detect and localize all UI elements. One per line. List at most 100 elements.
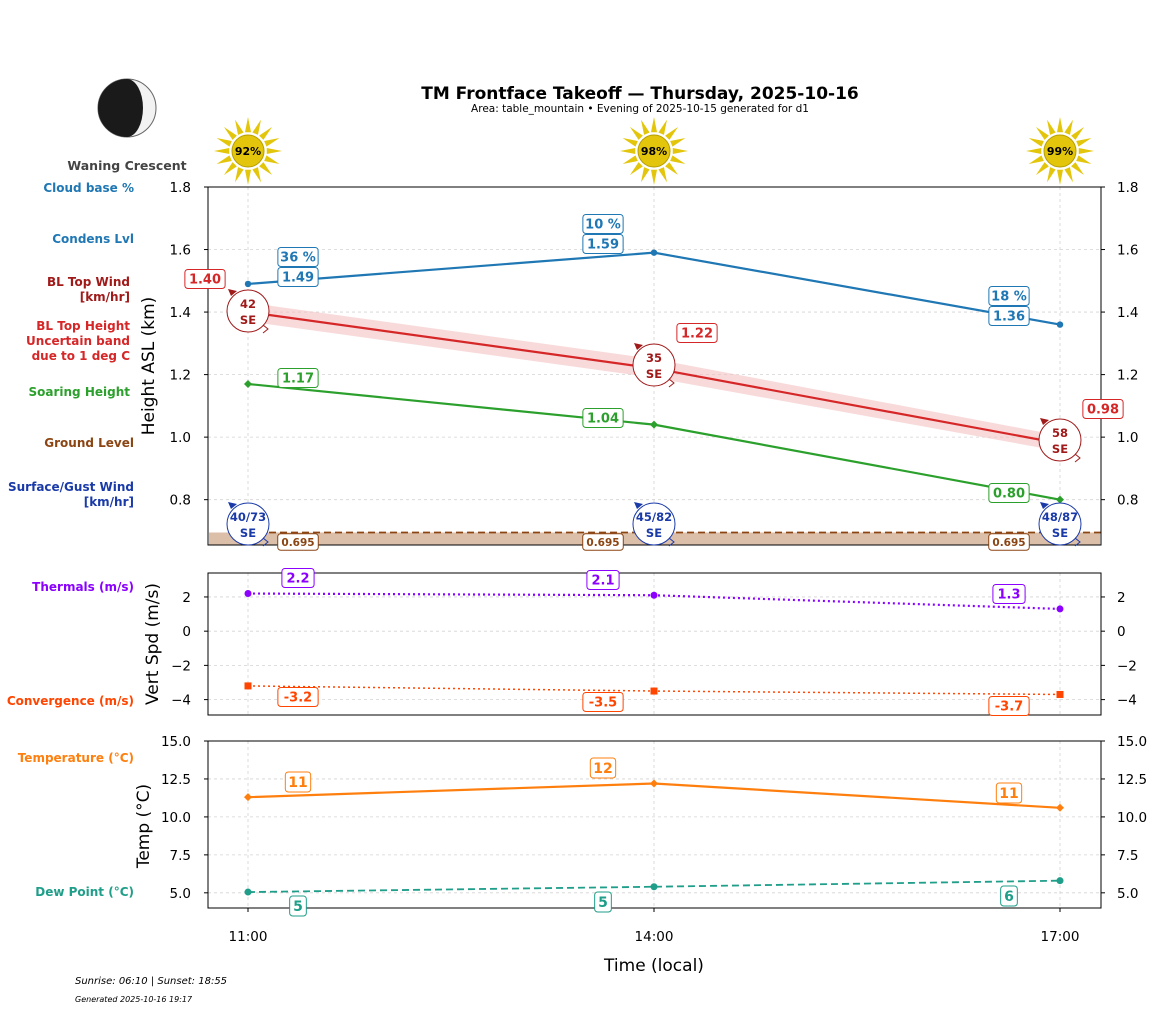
- bl-top-wind-chevron-icon: [262, 324, 269, 334]
- ground-level-label: 0.695: [281, 537, 314, 549]
- temperature-label-box: [589, 757, 617, 779]
- sun-ray: [266, 147, 282, 155]
- sun-ray: [665, 162, 679, 176]
- condensation-level-point: [244, 280, 252, 288]
- x-tick-label: 11:00: [229, 929, 268, 945]
- sun-ray: [1026, 147, 1042, 155]
- row-labels: Cloud base % Condens Lvl BL Top Wind [km…: [7, 181, 134, 899]
- soaring-height-label-box: [277, 368, 319, 388]
- bl-top-wind-arrow-icon: [1040, 418, 1049, 425]
- surface-gust-wind-direction: SE: [240, 526, 256, 540]
- vert-speed-ytick-label-left: 0: [182, 624, 191, 640]
- sun-disc: [231, 134, 265, 168]
- temp-ytick-label-left: 12.5: [161, 772, 191, 788]
- dew-point-label: 5: [293, 899, 303, 915]
- surface-gust-wind-circle: [226, 502, 270, 546]
- sun-percent-label: 99%: [1047, 145, 1073, 158]
- ground-level-label-box: [582, 533, 624, 551]
- surface-gust-wind-arrow-icon: [1040, 502, 1049, 509]
- vert-speed-ytick-label-right: −2: [1117, 658, 1137, 674]
- heights-ytick-label-right: 1.0: [1117, 430, 1138, 446]
- sun-ray: [640, 119, 650, 135]
- cloud-base-percent-label-box: [582, 214, 624, 234]
- thermals-label: 2.1: [591, 574, 614, 589]
- sun-ray: [665, 126, 679, 140]
- chart-subtitle: Area: table_mountain • Evening of 2025-1…: [471, 103, 809, 115]
- sun-ray: [252, 167, 262, 183]
- bl-top-wind-chevron-icon: [668, 378, 675, 388]
- dew-point-label: 5: [598, 895, 608, 911]
- sun-ray: [1035, 162, 1049, 176]
- bl-top-wind-chevron-icon: [1074, 453, 1081, 463]
- label-condens-level: Condens Lvl: [52, 232, 134, 246]
- cloud-base-percent-label-box: [277, 247, 319, 267]
- bl-top-height-label-box: [1082, 399, 1124, 419]
- cloud-base-percent-label: 36 %: [280, 251, 316, 266]
- temp-ytick-label-right: 7.5: [1117, 848, 1138, 864]
- sun-icon: [1026, 117, 1094, 185]
- convergence-point: [650, 687, 658, 695]
- heights-ytick-label-right: 1.6: [1117, 243, 1138, 259]
- thermals-point: [244, 590, 252, 598]
- temp-ytick-label-right: 15.0: [1117, 734, 1147, 750]
- surface-gust-wind-chevron-icon: [668, 537, 675, 547]
- sun-ray: [1076, 137, 1092, 147]
- heights-ytick-label-left: 1.2: [170, 368, 191, 384]
- sun-icon: [620, 117, 688, 185]
- dew-point-point: [1056, 877, 1064, 885]
- condensation-level-label-box: [988, 306, 1030, 326]
- convergence-label: -3.7: [995, 700, 1023, 715]
- x-tick-label: 14:00: [635, 929, 674, 945]
- heights-ytick-label-right: 1.2: [1117, 368, 1138, 384]
- bl-top-height-label-box: [676, 323, 718, 343]
- convergence-label-box: [277, 687, 319, 707]
- condensation-level-label-box: [277, 267, 319, 287]
- temp-ytick-label-right: 10.0: [1117, 810, 1147, 826]
- label-bl-top-wind-unit: [km/hr]: [80, 290, 130, 304]
- sun-ray: [1064, 119, 1074, 135]
- sun-ray: [234, 167, 244, 183]
- soaring-height-label: 1.17: [282, 372, 314, 387]
- heights-ytick-label-right: 1.4: [1117, 305, 1138, 321]
- ground-level-label: 0.695: [992, 537, 1025, 549]
- label-convergence: Convergence (m/s): [7, 694, 134, 708]
- sun-ray: [1056, 117, 1064, 133]
- sun-ray: [1071, 162, 1085, 176]
- bl-top-height-label: 1.22: [681, 327, 713, 342]
- bl-top-wind-circle: [1038, 418, 1082, 462]
- label-surface-wind: Surface/Gust Wind: [8, 480, 134, 494]
- sun-ray: [264, 155, 280, 165]
- sun-ray: [1056, 169, 1064, 185]
- vert-speed-ytick-label-left: −4: [171, 693, 191, 709]
- temp-ytick-label-left: 5.0: [170, 886, 191, 902]
- condensation-level-label: 1.59: [587, 238, 619, 253]
- surface-gust-wind-direction: SE: [1052, 526, 1068, 540]
- cloud-base-percent-label: 10 %: [585, 218, 621, 233]
- heights-ytick-label-left: 0.8: [170, 493, 191, 509]
- vert-speed-ytick-label-right: −4: [1117, 693, 1137, 709]
- sun-ray: [1046, 119, 1056, 135]
- sun-ray: [1078, 147, 1094, 155]
- temperature-label-box: [284, 771, 312, 793]
- sun-ray: [670, 137, 686, 147]
- thermals-point: [1056, 605, 1064, 613]
- chart-title: TM Frontface Takeoff — Thursday, 2025-10…: [421, 84, 858, 104]
- soaring-height-point: [650, 420, 658, 429]
- vert-speed-ytick-label-right: 0: [1117, 624, 1126, 640]
- heights-ytick-label-right: 0.8: [1117, 493, 1138, 509]
- temperature-label: 12: [593, 761, 612, 777]
- label-bl-top-wind: BL Top Wind: [47, 275, 130, 289]
- convergence-label-box: [582, 692, 624, 712]
- label-dew-point: Dew Point (°C): [35, 885, 134, 899]
- sun-ray: [1064, 167, 1074, 183]
- sun-ray: [640, 167, 650, 183]
- sun-icon: [214, 117, 282, 185]
- soaring-height-label-box: [988, 483, 1030, 503]
- sun-ray: [658, 167, 668, 183]
- label-surface-wind-unit: [km/hr]: [84, 495, 134, 509]
- label-soaring-height: Soaring Height: [29, 385, 131, 399]
- ground-level-label-box: [988, 533, 1030, 551]
- ground-level-label-box: [277, 533, 319, 551]
- surface-gust-wind-arrow-icon: [634, 502, 643, 509]
